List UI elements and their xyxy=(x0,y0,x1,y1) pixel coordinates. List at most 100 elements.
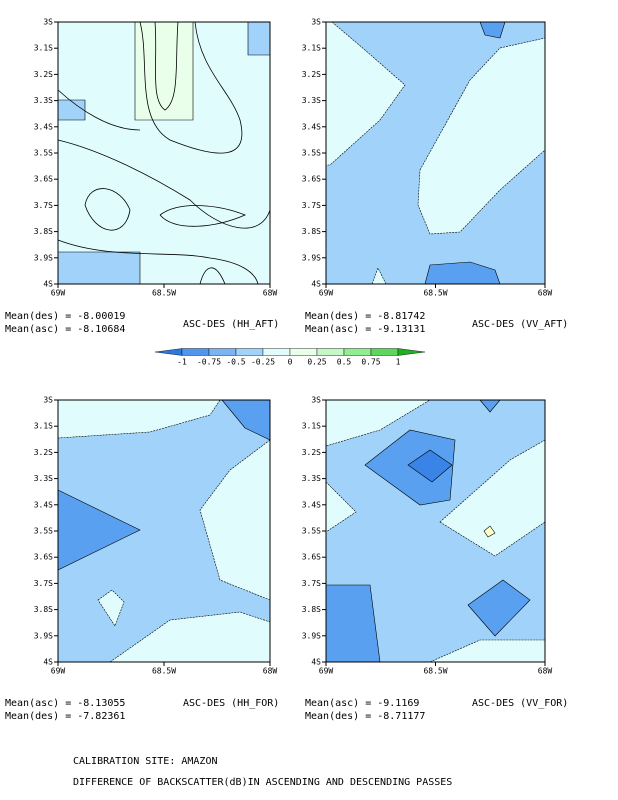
x-tick-label: 68W xyxy=(263,289,278,298)
colorbar-swatch xyxy=(208,348,237,356)
contour-region xyxy=(417,37,546,235)
y-tick-label: 3.2S xyxy=(302,448,321,457)
y-tick-label: 3.2S xyxy=(34,448,53,457)
y-tick-label: 3.2S xyxy=(302,70,321,79)
contour-line xyxy=(139,21,243,154)
mean-stat: Mean(asc) = -9.13131 xyxy=(305,324,425,335)
y-tick-label: 3S xyxy=(43,18,53,27)
colorbar-swatch xyxy=(235,348,264,356)
contour-line xyxy=(57,139,271,229)
y-tick-label: 3.3S xyxy=(34,474,53,483)
contour-region xyxy=(134,21,194,121)
y-tick-label: 3.5S xyxy=(34,149,53,158)
colorbar-label: 0.5 xyxy=(337,358,352,367)
y-tick-label: 4S xyxy=(311,658,321,667)
y-tick-label: 3.7S xyxy=(34,579,53,588)
colorbar-swatch xyxy=(343,348,372,356)
y-tick-label: 3.6S xyxy=(302,553,321,562)
y-tick-label: 3.9S xyxy=(302,253,321,262)
x-tick-label: 68.5W xyxy=(423,289,447,298)
colorbar-label: 0.25 xyxy=(307,358,326,367)
colorbar-swatch xyxy=(316,348,345,356)
y-tick-label: 3.5S xyxy=(34,527,53,536)
x-tick-label: 68.5W xyxy=(152,667,176,676)
x-tick-label: 68W xyxy=(263,667,278,676)
x-tick-label: 69W xyxy=(319,289,334,298)
footer-line: CALIBRATION SITE: AMAZON xyxy=(73,756,218,767)
colorbar-label: -0.5 xyxy=(226,358,245,367)
contour-region xyxy=(371,267,387,285)
panel-title: ASC-DES (HH_AFT) xyxy=(183,319,279,330)
colorbar-swatch xyxy=(181,348,210,356)
colorbar-swatch xyxy=(397,348,426,356)
contour-region xyxy=(467,579,531,637)
y-tick-label: 3.6S xyxy=(302,175,321,184)
colorbar-label: -0.25 xyxy=(251,358,275,367)
map-panel: 3S 3.1S 3.2S 3.3S 3.4S 3.5S 3.6S 3.7S 3.8S 3.9S 4S… xyxy=(302,396,569,723)
contour-region xyxy=(57,99,86,121)
contour-region xyxy=(364,429,456,506)
x-tick-label: 68W xyxy=(538,667,553,676)
y-tick-label: 3.8S xyxy=(34,227,53,236)
map-panel: 3S 3.1S 3.2S 3.3S 3.4S 3.5S 3.6S 3.7S 3.8S 3.9S 4S… xyxy=(5,18,279,336)
y-tick-label: 3.1S xyxy=(302,422,321,431)
colorbar-swatch xyxy=(289,348,318,356)
contour-region xyxy=(57,251,141,285)
y-tick-label: 3.5S xyxy=(302,527,321,536)
contour-region xyxy=(429,639,546,663)
y-tick-label: 3.1S xyxy=(34,44,53,53)
colorbar-swatch xyxy=(262,348,291,356)
y-tick-label: 3.6S xyxy=(34,175,53,184)
colorbar-label: 0 xyxy=(288,358,293,367)
colorbar-swatch xyxy=(370,348,399,356)
mean-stat: Mean(des) = -7.82361 xyxy=(5,711,125,722)
y-tick-label: 3.8S xyxy=(302,605,321,614)
y-tick-label: 3.1S xyxy=(302,44,321,53)
x-tick-label: 68.5W xyxy=(152,289,176,298)
y-tick-label: 3.8S xyxy=(34,605,53,614)
y-tick-label: 3S xyxy=(311,396,321,405)
colorbar-label: 1 xyxy=(396,358,401,367)
y-tick-label: 3.4S xyxy=(302,122,321,131)
y-tick-label: 3.9S xyxy=(34,253,53,262)
contour-region xyxy=(407,449,453,483)
contour-region xyxy=(483,525,496,538)
contour-line xyxy=(57,89,141,131)
mean-stat: Mean(asc) = -8.13055 xyxy=(5,698,125,709)
y-tick-label: 3.7S xyxy=(302,201,321,210)
y-tick-label: 3.8S xyxy=(302,227,321,236)
contour-line xyxy=(154,21,179,111)
y-tick-label: 4S xyxy=(43,658,53,667)
y-tick-label: 3.7S xyxy=(34,201,53,210)
contour-line xyxy=(84,188,131,231)
y-tick-label: 3.3S xyxy=(302,96,321,105)
mean-stat: Mean(des) = -8.00019 xyxy=(5,311,125,322)
contour-region xyxy=(325,21,406,166)
x-tick-label: 68W xyxy=(538,289,553,298)
y-tick-label: 3S xyxy=(43,396,53,405)
colorbar-swatch xyxy=(154,348,183,356)
panel-title: ASC-DES (VV_AFT) xyxy=(472,319,568,330)
y-tick-label: 3.3S xyxy=(34,96,53,105)
y-tick-label: 3.4S xyxy=(302,500,321,509)
mean-stat: Mean(asc) = -8.10684 xyxy=(5,324,125,335)
x-tick-label: 68.5W xyxy=(423,667,447,676)
y-tick-label: 3.7S xyxy=(302,579,321,588)
y-tick-label: 4S xyxy=(43,280,53,289)
panel-title: ASC-DES (VV_FOR) xyxy=(472,698,568,709)
mean-stat: Mean(asc) = -9.1169 xyxy=(305,698,419,709)
mean-stat: Mean(des) = -8.71177 xyxy=(305,711,425,722)
y-tick-label: 3.3S xyxy=(302,474,321,483)
map-panel: 3S 3.1S 3.2S 3.3S 3.4S 3.5S 3.6S 3.7S 3.8S 3.9S 4S… xyxy=(5,396,279,723)
colorbar-label: -1 xyxy=(177,358,187,367)
contour-region xyxy=(97,589,125,627)
colorbar-label: -0.75 xyxy=(197,358,221,367)
x-tick-label: 69W xyxy=(319,667,334,676)
y-tick-label: 3.6S xyxy=(34,553,53,562)
x-tick-label: 69W xyxy=(51,289,66,298)
contour-region xyxy=(247,21,271,56)
contour-line xyxy=(199,267,226,285)
y-tick-label: 3.4S xyxy=(34,122,53,131)
